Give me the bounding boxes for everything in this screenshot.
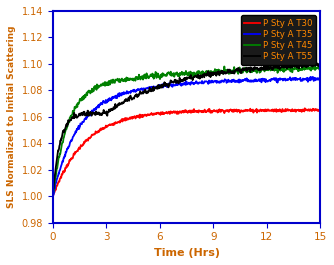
P Sty A T30 <box>318 109 322 112</box>
P Sty A T30 <box>172 110 176 113</box>
P Sty A T30 <box>209 109 213 113</box>
P Sty A T45 <box>312 64 316 67</box>
P Sty A T55 <box>308 61 312 64</box>
P Sty A T30 <box>120 117 124 121</box>
P Sty A T45 <box>208 70 212 73</box>
P Sty A T45 <box>229 69 233 72</box>
P Sty A T55 <box>208 76 212 79</box>
P Sty A T55 <box>318 64 322 67</box>
P Sty A T30 <box>51 193 55 197</box>
X-axis label: Time (Hrs): Time (Hrs) <box>154 248 219 258</box>
P Sty A T55 <box>98 112 102 115</box>
P Sty A T30 <box>253 109 257 112</box>
Legend: P Sty A T30, P Sty A T35, P Sty A T45, P Sty A T55: P Sty A T30, P Sty A T35, P Sty A T45, P… <box>241 15 316 65</box>
P Sty A T35 <box>252 78 256 81</box>
Line: P Sty A T35: P Sty A T35 <box>53 77 320 196</box>
P Sty A T35 <box>229 79 233 82</box>
P Sty A T35 <box>98 104 102 107</box>
P Sty A T30 <box>303 107 307 110</box>
P Sty A T35 <box>51 195 55 198</box>
Y-axis label: SLS Normalized to Initial Scattering: SLS Normalized to Initial Scattering <box>7 26 16 208</box>
P Sty A T30 <box>230 108 234 112</box>
P Sty A T45 <box>51 196 55 199</box>
P Sty A T35 <box>311 75 315 78</box>
P Sty A T55 <box>120 101 124 104</box>
P Sty A T45 <box>252 67 256 70</box>
Line: P Sty A T45: P Sty A T45 <box>53 65 320 198</box>
P Sty A T45 <box>98 84 102 87</box>
P Sty A T55 <box>51 194 55 197</box>
P Sty A T45 <box>318 66 322 69</box>
P Sty A T55 <box>229 72 233 75</box>
P Sty A T30 <box>51 194 55 197</box>
P Sty A T35 <box>172 84 176 87</box>
Line: P Sty A T30: P Sty A T30 <box>53 108 320 196</box>
P Sty A T55 <box>172 81 176 84</box>
P Sty A T35 <box>208 80 212 83</box>
P Sty A T45 <box>172 73 176 76</box>
P Sty A T35 <box>120 94 124 97</box>
P Sty A T30 <box>99 128 103 131</box>
Line: P Sty A T55: P Sty A T55 <box>53 63 320 195</box>
P Sty A T35 <box>318 77 322 80</box>
P Sty A T55 <box>252 67 256 70</box>
P Sty A T45 <box>120 77 124 81</box>
